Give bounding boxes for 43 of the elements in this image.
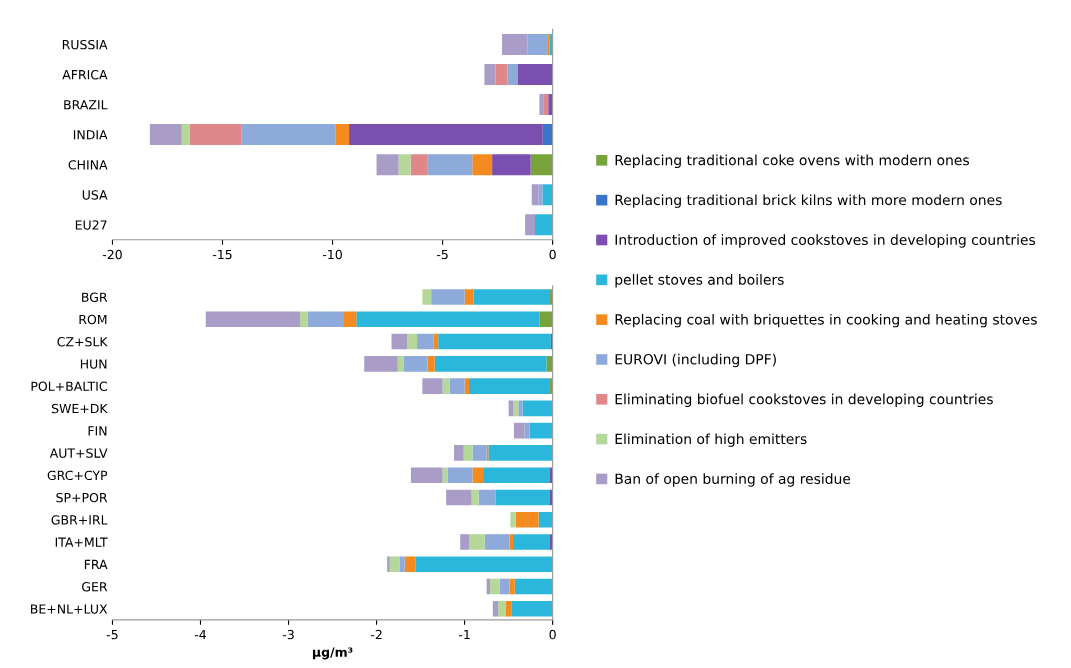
legend-label: Ban of open burning of ag residue [615, 473, 851, 487]
y-tick-label: BRAZIL [64, 100, 108, 110]
y-tick-label: SWE+DK [51, 403, 108, 414]
y-tick-label: FRA [84, 559, 108, 569]
y-tick-label: GBR+IRL [51, 515, 108, 525]
y-tick-label: AUT+SLV [49, 448, 108, 458]
x-tick-label: 0 [549, 249, 556, 260]
y-tick-label: RUSSIA [62, 39, 108, 50]
y-tick-label: POL+BALTIC [31, 381, 107, 392]
legend-label: Replacing coal with briquettes in cooking and heating stoves [615, 313, 1037, 328]
x-tick-label: -4 [194, 630, 207, 640]
y-tick-label: GER [82, 581, 108, 592]
x-tick-label: 0 [549, 629, 556, 640]
legend-label: Eliminating biofuel cookstoves in developing countries [615, 393, 993, 408]
y-tick-label: USA [82, 190, 108, 200]
legend-label: EUROVI (including DPF) [615, 353, 776, 368]
x-tick-label: -3 [282, 629, 294, 640]
x-tick-label: -10 [322, 249, 342, 260]
y-tick-label: CHINA [68, 160, 108, 170]
y-tick-label: EU27 [75, 220, 107, 230]
y-tick-label: ROM [79, 314, 107, 325]
legend-label: Introduction of improved cookstoves in developing countries [615, 234, 1036, 248]
x-axis-title: µg/m³ [313, 647, 353, 660]
legend-label: Elimination of high emitters [615, 433, 807, 447]
x-tick-label: -15 [212, 249, 232, 260]
y-tick-label: INDIA [73, 130, 108, 140]
y-tick-label: GRC+CYP [47, 470, 108, 481]
legend-label: Replacing traditional brick kilns with more modern ones [615, 194, 1002, 208]
y-tick-label: CZ+SLK [57, 337, 108, 347]
y-tick-label: SP+POR [56, 492, 108, 503]
y-tick-label: BE+NL+LUX [31, 604, 108, 614]
x-tick-label: -2 [370, 629, 382, 640]
legend-label: pellet stoves and boilers [615, 274, 784, 288]
x-tick-label: -5 [106, 630, 118, 640]
y-tick-label: HUN [80, 359, 107, 369]
x-tick-label: -1 [458, 630, 470, 640]
x-tick-label: -5 [436, 249, 448, 260]
x-tick-label: -20 [102, 249, 122, 260]
y-tick-label: ITA+MLT [55, 537, 108, 547]
y-tick-label: FIN [88, 426, 107, 436]
y-tick-label: AFRICA [62, 69, 108, 80]
y-tick-label: BGR [82, 292, 108, 302]
legend-label: Replacing traditional coke ovens with modern ones [615, 154, 969, 169]
